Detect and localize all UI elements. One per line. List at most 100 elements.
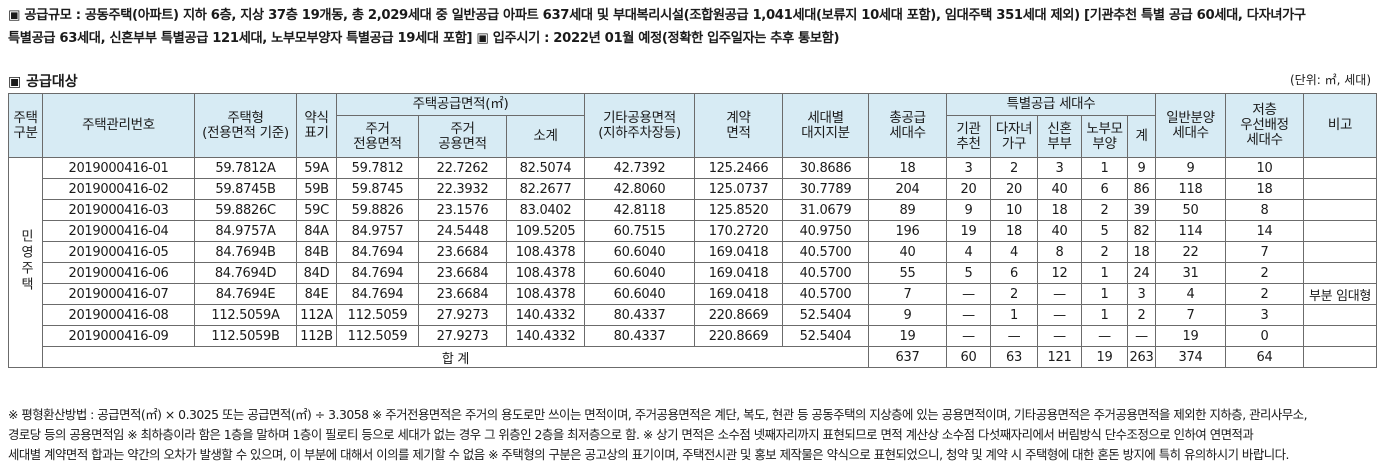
table-row: 2019000416-05 84.7694B 84B 84.7694 23.6684 10… [9,241,1378,263]
cell-common-area: 24.5448 [418,220,507,242]
cell-institution: 19 [946,220,992,242]
header-elderly: 노부모 부양 [1081,115,1129,158]
cell-exclusive-area: 84.9757 [336,220,419,242]
cell-other-common-area: 60.6040 [584,262,696,284]
cell-multi-child: — [990,325,1039,347]
cell-contract-area: 169.0418 [694,262,784,284]
cell-total-supply: 204 [868,178,948,200]
cell-newlywed: 18 [1037,199,1083,221]
cell-common-area: 22.3932 [418,178,507,200]
cell-exclusive-area: 112.5059 [336,325,419,347]
cell-multi-child: 2 [990,283,1039,305]
cell-contract-area: 125.0737 [694,178,784,200]
cell-remarks: 부분 임대형 [1303,283,1378,305]
cell-special-total: 86 [1127,178,1157,200]
cell-common-area: 23.6684 [418,283,507,305]
cell-institution: — [946,325,992,347]
cell-land-share: 40.5700 [782,283,870,305]
cell-total-supply: 18 [868,157,948,179]
cell-mgmt-no: 2019000416-04 [42,220,195,242]
cell-mgmt-no: 2019000416-06 [42,262,195,284]
cell-low-floor-priority: 3 [1225,304,1305,326]
cell-institution: — [946,283,992,305]
supply-overview-line-1: ▣ 공급규모 : 공동주택(아파트) 지하 6층, 지상 37층 19개동, 총… [8,8,1306,23]
cell-total-supply: 40 [868,241,948,263]
cell-multi-child: 4 [990,241,1039,263]
cell-subtotal: 83.0402 [505,199,586,221]
total-institution: 60 [946,346,992,368]
header-housing-type: 주택 구분 [8,93,43,158]
cell-low-floor-priority: 14 [1225,220,1305,242]
cell-general-supply: 9 [1155,157,1227,179]
total-special-total: 263 [1127,346,1157,368]
cell-newlywed: 40 [1037,178,1083,200]
cell-mgmt-no: 2019000416-09 [42,325,195,347]
header-general-supply: 일반분양 세대수 [1155,93,1227,158]
cell-short-label: 84E [296,283,337,305]
total-multi-child: 63 [990,346,1039,368]
cell-remarks [1303,325,1378,347]
cell-general-supply: 118 [1155,178,1227,200]
footnote-line-1: ※ 평형환산방법 : 공급면적(㎡) × 0.3025 또는 공급면적(㎡) ÷… [8,407,1308,422]
housing-type-cell: 민영주택 [8,157,43,368]
cell-land-share: 30.7789 [782,178,870,200]
table-row: 2019000416-06 84.7694D 84D 84.7694 23.6684 10… [9,262,1378,284]
cell-short-label: 59C [296,199,337,221]
cell-general-supply: 114 [1155,220,1227,242]
cell-mgmt-no: 2019000416-08 [42,304,195,326]
cell-institution: 5 [946,262,992,284]
cell-land-share: 31.0679 [782,199,870,221]
cell-elderly: 1 [1081,157,1129,179]
cell-exclusive-area: 59.8745 [336,178,419,200]
total-newlywed: 121 [1037,346,1083,368]
cell-contract-area: 169.0418 [694,283,784,305]
header-other-common-area: 기타공용면적 (지하주차장등) [584,93,696,158]
cell-common-area: 23.6684 [418,241,507,263]
cell-common-area: 27.9273 [418,304,507,326]
cell-land-share: 30.8686 [782,157,870,179]
cell-other-common-area: 42.8060 [584,178,696,200]
table-total-row: 합 계 637 60 63 121 19 263 374 64 [9,346,1378,368]
cell-contract-area: 220.8669 [694,325,784,347]
cell-short-label: 84B [296,241,337,263]
cell-elderly: 2 [1081,199,1129,221]
cell-mgmt-no: 2019000416-07 [42,283,195,305]
cell-contract-area: 125.8520 [694,199,784,221]
header-mgmt-no: 주택관리번호 [42,93,195,158]
cell-mgmt-no: 2019000416-03 [42,199,195,221]
cell-general-supply: 7 [1155,304,1227,326]
cell-common-area: 22.7262 [418,157,507,179]
cell-special-total: — [1127,325,1157,347]
total-label: 합 계 [41,346,870,368]
table-row: 2019000416-07 84.7694E 84E 84.7694 23.6684 10… [9,283,1378,305]
cell-multi-child: 1 [990,304,1039,326]
cell-remarks [1303,157,1378,179]
cell-exclusive-area: 59.8826 [336,199,419,221]
cell-newlywed: — [1037,283,1083,305]
cell-common-area: 23.1576 [418,199,507,221]
cell-unit-type: 112.5059A [194,304,297,326]
cell-total-supply: 9 [868,304,948,326]
header-newlywed: 신혼 부부 [1037,115,1083,158]
cell-elderly: 2 [1081,241,1129,263]
footnotes: ※ 평형환산방법 : 공급면적(㎡) × 0.3025 또는 공급면적(㎡) ÷… [8,405,1374,465]
cell-special-total: 24 [1127,262,1157,284]
header-exclusive-area: 주거 전용면적 [336,115,419,158]
cell-remarks [1303,262,1378,284]
cell-elderly: 6 [1081,178,1129,200]
table-header: 주택 구분 주택관리번호 주택형 (전용면적 기준) 약식 표기 주택공급면적(㎡) … [8,93,1378,158]
header-short-label: 약식 표기 [296,93,337,158]
cell-remarks [1303,304,1378,326]
cell-short-label: 112A [296,304,337,326]
cell-low-floor-priority: 18 [1225,178,1305,200]
cell-general-supply: 22 [1155,241,1227,263]
cell-mgmt-no: 2019000416-02 [42,178,195,200]
cell-low-floor-priority: 2 [1225,283,1305,305]
footnote-line-3: 세대별 계약면적 합과는 약간의 오차가 발생할 수 있으며, 이 부분에 대해… [8,447,1289,462]
total-elderly: 19 [1081,346,1129,368]
cell-subtotal: 82.2677 [505,178,586,200]
cell-short-label: 59A [296,157,337,179]
cell-total-supply: 55 [868,262,948,284]
cell-contract-area: 125.2466 [694,157,784,179]
cell-land-share: 52.5404 [782,325,870,347]
